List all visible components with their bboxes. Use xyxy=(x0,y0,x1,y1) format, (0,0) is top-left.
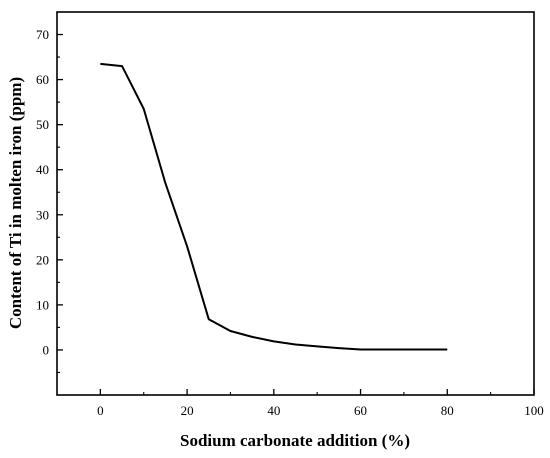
x-tick-label: 60 xyxy=(354,403,367,418)
y-tick-label: 30 xyxy=(36,207,49,222)
y-tick-label: 60 xyxy=(36,72,49,87)
x-tick-label: 0 xyxy=(97,403,104,418)
y-tick-label: 10 xyxy=(36,297,49,312)
x-tick-label: 20 xyxy=(181,403,194,418)
series-line xyxy=(100,62,448,351)
y-tick-label: 50 xyxy=(36,117,49,132)
x-axis-title: Sodium carbonate addition (%) xyxy=(180,431,410,450)
y-tick-label: 0 xyxy=(43,342,50,357)
series-layer xyxy=(100,62,448,351)
x-tick-label: 80 xyxy=(441,403,454,418)
y-axis-ticks: 0 10 20 30 40 50 60 70 xyxy=(36,27,63,374)
y-tick-label: 20 xyxy=(36,252,49,267)
y-tick-label: 70 xyxy=(36,27,49,42)
y-axis-title: Content of Ti in molten iron (ppm) xyxy=(6,77,25,329)
x-axis-ticks: 0 20 40 60 80 100 xyxy=(97,389,544,418)
y-tick-label: 40 xyxy=(36,162,49,177)
x-tick-label: 100 xyxy=(524,403,544,418)
x-tick-label: 40 xyxy=(267,403,280,418)
plot-frame xyxy=(56,11,535,396)
